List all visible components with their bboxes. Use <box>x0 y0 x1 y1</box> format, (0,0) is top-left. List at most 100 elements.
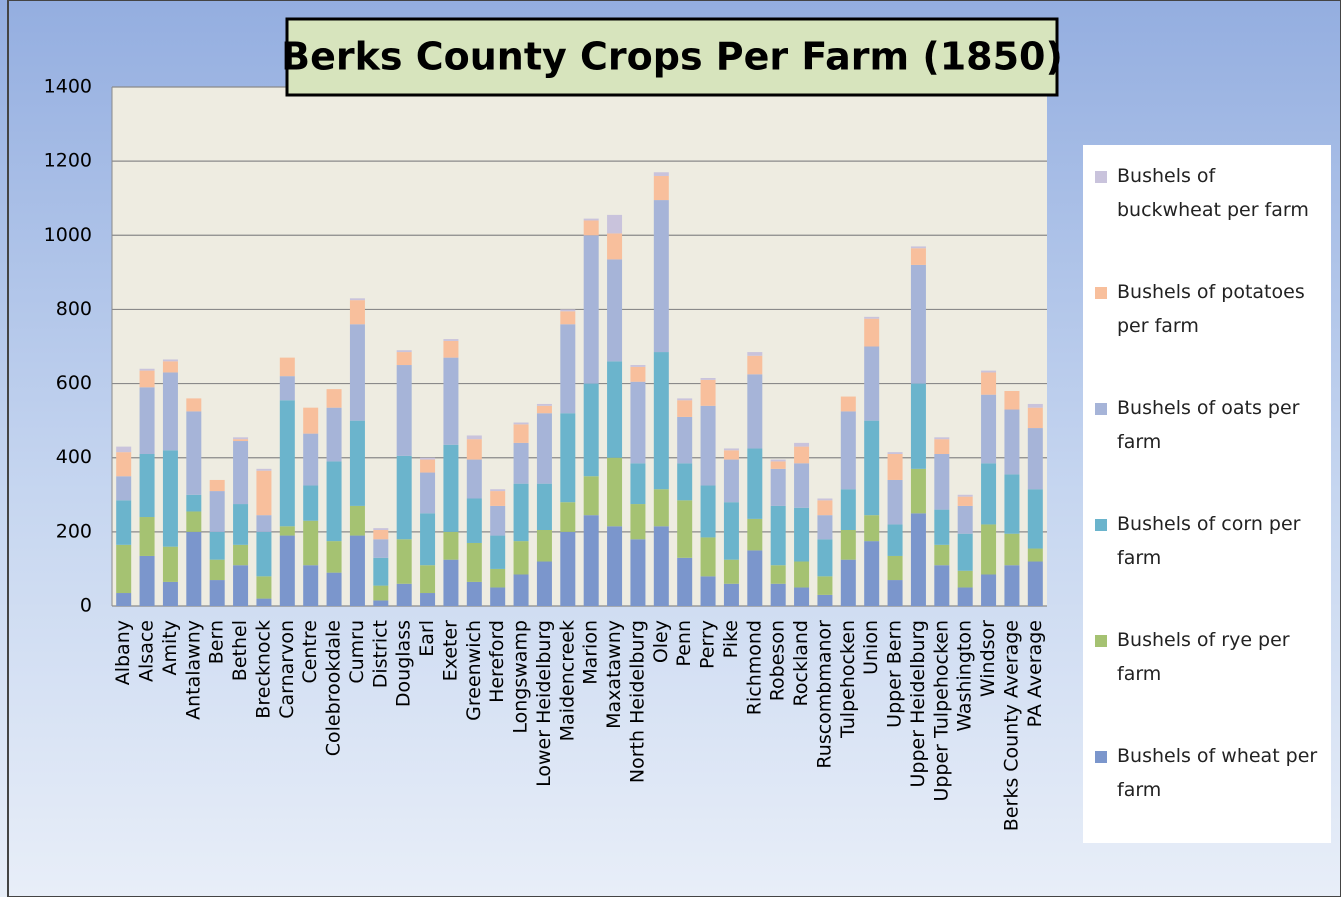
x-tick-label: Upper Heidelburg <box>907 620 929 788</box>
bar-segment <box>653 352 669 490</box>
bar-segment <box>910 264 926 384</box>
x-tick-label: Brecknock <box>252 620 274 719</box>
bar-segment <box>116 544 132 594</box>
legend-swatch <box>1095 635 1107 647</box>
bar-segment <box>910 383 926 469</box>
x-tick-label: Oley <box>650 620 672 663</box>
bar-segment <box>279 535 295 606</box>
bar-segment <box>770 565 786 584</box>
bar-segment <box>279 526 295 536</box>
bar-segment <box>910 246 926 249</box>
bar-segment <box>116 452 132 477</box>
bar-segment <box>747 374 763 449</box>
x-tick-label: Maidencreek <box>556 620 578 741</box>
x-tick-label: Upper Tulpehocken <box>930 620 952 802</box>
x-tick-label: Marion <box>580 620 602 685</box>
bar-segment <box>817 576 833 595</box>
bar-segment <box>887 454 903 480</box>
bar-segment <box>536 561 552 606</box>
bar-segment <box>583 515 599 606</box>
bar-segment <box>466 459 482 499</box>
bar-segment <box>443 340 459 358</box>
legend-swatch <box>1095 751 1107 763</box>
bar-segment <box>560 309 576 312</box>
bar-segment <box>233 439 249 442</box>
x-tick-label: Maxatawny <box>603 620 625 729</box>
bar-segment <box>186 398 202 412</box>
bar-segment <box>747 355 763 375</box>
bar-segment <box>934 437 950 440</box>
bar-segment <box>490 535 506 569</box>
bar-segment <box>630 504 646 540</box>
x-tick-label: Earl <box>416 620 438 657</box>
bar-segment <box>349 420 365 506</box>
bar-segment <box>864 515 880 542</box>
bar-segment <box>326 541 342 573</box>
plot-area <box>112 87 1047 606</box>
x-tick-label: North Heidelburg <box>626 620 648 783</box>
bar-segment <box>209 531 225 560</box>
bar-segment <box>513 424 529 443</box>
bar-segment <box>349 324 365 421</box>
bar-segment <box>677 400 693 417</box>
bar-segment <box>583 218 599 221</box>
bar-segment <box>887 580 903 606</box>
bar-segment <box>466 542 482 582</box>
y-tick-label: 400 <box>56 446 92 468</box>
bar-segment <box>794 442 810 447</box>
bar-segment <box>139 387 155 455</box>
bar-segment <box>747 352 763 356</box>
bar-segment <box>723 448 739 451</box>
bar-segment <box>139 517 155 556</box>
legend-label: Bushels of oats per farm <box>1117 397 1300 453</box>
bar-segment <box>326 407 342 462</box>
bar-segment <box>256 468 272 471</box>
bar-segment <box>981 574 997 606</box>
bar-segment <box>139 555 155 606</box>
x-tick-label: Douglass <box>393 620 415 707</box>
bar-segment <box>583 476 599 516</box>
bar-segment <box>723 502 739 560</box>
bar-segment <box>349 300 365 325</box>
bar-segment <box>1004 565 1020 606</box>
bar-segment <box>536 405 552 414</box>
bar-segment <box>981 370 997 373</box>
bar-segment <box>1027 548 1043 562</box>
bar-segment <box>326 461 342 542</box>
bar-segment <box>817 498 833 501</box>
bar-segment <box>700 576 716 606</box>
x-tick-label: Windsor <box>977 620 999 697</box>
bar-segment <box>349 298 365 301</box>
bar-segment <box>770 459 786 462</box>
bar-segment <box>934 509 950 545</box>
bar-segment <box>887 479 903 525</box>
x-tick-label: Carnarvon <box>276 620 298 719</box>
bar-segment <box>256 576 272 599</box>
x-tick-label: Exeter <box>439 620 461 681</box>
bar-segment <box>677 463 693 501</box>
bar-segment <box>256 531 272 577</box>
bar-segment <box>817 594 833 606</box>
y-tick-label: 1000 <box>44 224 92 246</box>
bar-segment <box>840 396 856 412</box>
bar-segment <box>700 379 716 406</box>
x-tick-label: Centre <box>299 620 321 684</box>
bar-segment <box>653 172 669 176</box>
title-box <box>285 17 1059 97</box>
bar-segment <box>653 175 669 201</box>
bar-segment <box>957 533 973 571</box>
bar-segment <box>233 441 249 505</box>
legend-item: Bushels of wheat per farm <box>1095 739 1321 855</box>
bar-segment <box>466 435 482 440</box>
bar-segment <box>957 587 973 606</box>
x-tick-label: Lower Heidelburg <box>533 620 555 787</box>
bar-segment <box>490 587 506 606</box>
bar-segment <box>607 259 623 362</box>
bar-segment <box>677 416 693 464</box>
bar-segment <box>560 502 576 532</box>
bar-segment <box>747 518 763 551</box>
bar-segment <box>233 565 249 606</box>
bar-segment <box>162 546 178 582</box>
x-tick-label: Robeson <box>767 620 789 701</box>
bar-segment <box>326 572 342 606</box>
